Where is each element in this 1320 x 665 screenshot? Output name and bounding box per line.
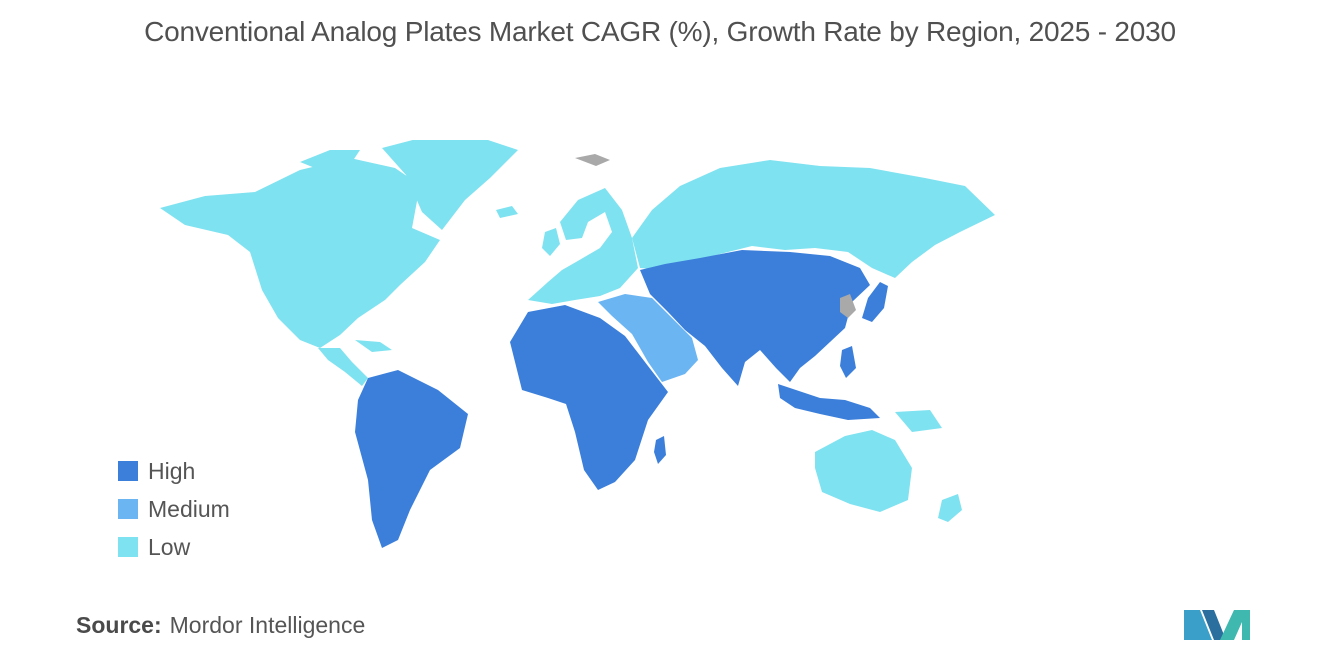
region-greenland <box>382 140 518 230</box>
region-svalbard-nodata <box>575 154 610 166</box>
source-label: Source: <box>76 612 162 638</box>
region-asia <box>640 250 870 386</box>
mordor-logo-icon <box>1184 610 1250 640</box>
legend-swatch-high <box>118 461 138 481</box>
legend-label-low: Low <box>148 533 191 560</box>
region-middle-east <box>598 294 698 382</box>
legend: High Medium Low <box>118 452 230 566</box>
region-iceland <box>496 206 518 218</box>
region-uk <box>542 228 560 256</box>
legend-item-high: High <box>118 452 230 490</box>
legend-item-medium: Medium <box>118 490 230 528</box>
region-korea-nodata <box>840 294 856 318</box>
region-south-america <box>355 370 468 548</box>
region-canadian-islands <box>300 150 360 170</box>
region-new-zealand <box>938 494 962 522</box>
region-southeast-asia-islands <box>778 384 880 420</box>
region-europe <box>528 188 638 304</box>
region-caribbean <box>355 340 392 352</box>
legend-swatch-low <box>118 537 138 557</box>
region-north-america <box>160 158 440 348</box>
region-philippines <box>840 346 856 378</box>
legend-label-medium: Medium <box>148 495 230 522</box>
region-africa <box>510 305 668 490</box>
region-japan <box>862 282 888 322</box>
world-map <box>160 140 995 548</box>
region-madagascar <box>654 436 666 464</box>
region-russia <box>632 160 995 278</box>
region-papua <box>895 410 942 432</box>
region-australia <box>815 430 912 512</box>
legend-label-high: High <box>148 457 196 484</box>
source-value: Mordor Intelligence <box>169 612 366 638</box>
source-line: Source: Mordor Intelligence <box>76 612 365 639</box>
legend-item-low: Low <box>118 528 230 566</box>
legend-swatch-medium <box>118 499 138 519</box>
region-central-america <box>318 348 368 386</box>
chart-title: Conventional Analog Plates Market CAGR (… <box>144 16 1176 47</box>
